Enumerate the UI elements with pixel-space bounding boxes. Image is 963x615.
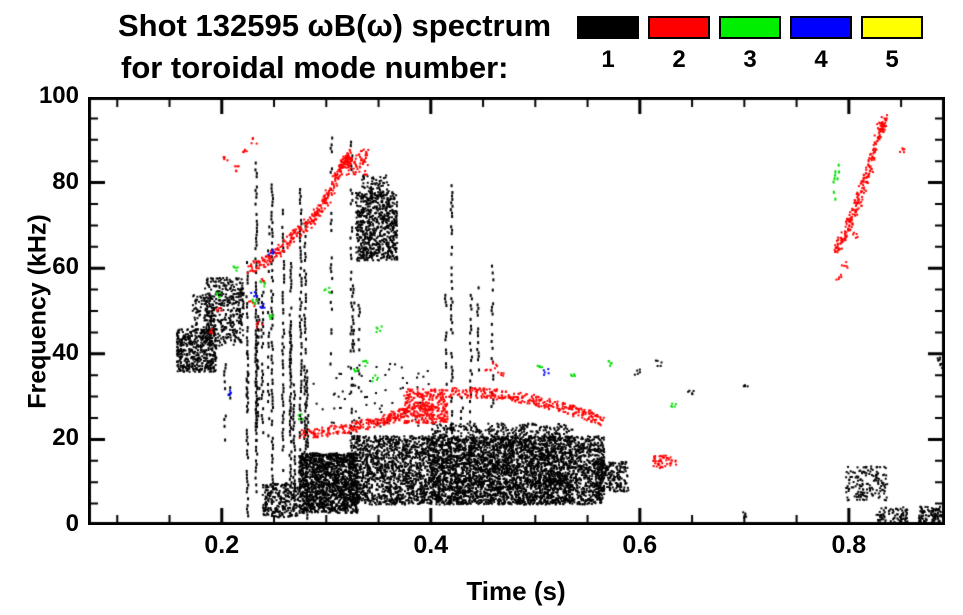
legend-mode-number: 2 [672,46,686,73]
y-tick-label: 80 [52,167,79,195]
x-tick-label: 0.6 [622,531,658,559]
legend-item-n1: 1 [577,16,639,72]
legend-item-n5: 5 [861,16,923,72]
mode-number-legend: 1 2 3 4 5 [577,16,923,72]
y-axis-label: Frequency (kHz) [23,214,52,409]
x-tick-label: 0.2 [204,531,240,559]
legend-item-n2: 2 [648,16,710,72]
chart-subtitle: for toroidal mode number: [121,50,509,85]
y-tick-label: 20 [52,424,79,452]
y-tick-label: 60 [52,253,79,281]
y-tick-label: 100 [38,82,79,109]
legend-swatch-n5 [861,16,923,39]
legend-swatch-n1 [577,16,639,39]
legend-item-n4: 4 [790,16,852,72]
legend-mode-number: 3 [743,46,757,73]
legend-swatch-n3 [719,16,781,39]
legend-mode-number: 1 [601,46,615,73]
legend-mode-number: 4 [814,46,828,73]
legend-swatch-n4 [790,16,852,39]
x-tick-label: 0.8 [831,531,867,559]
y-tick-label: 40 [52,338,79,366]
spectrogram-plot-area [88,97,945,525]
legend-swatch-n2 [648,16,710,39]
legend-mode-number: 5 [885,46,899,73]
x-axis-label: Time (s) [466,576,566,606]
legend-item-n3: 3 [719,16,781,72]
y-tick-label: 0 [65,510,79,537]
chart-title: Shot 132595 ωB(ω) spectrum [118,8,552,43]
x-tick-label: 0.4 [413,531,449,559]
